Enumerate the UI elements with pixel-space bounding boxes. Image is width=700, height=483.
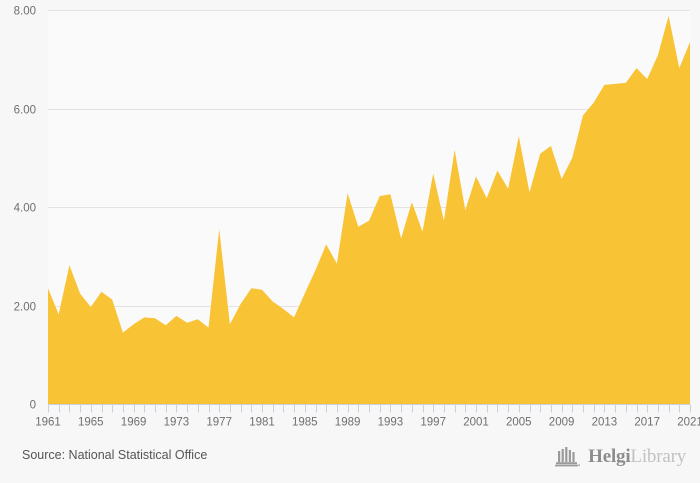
y-axis-tick-label: 0	[30, 400, 36, 412]
x-axis-tick-label: 2013	[592, 417, 618, 429]
helgi-library-logo[interactable]: HelgiLibrary	[555, 443, 686, 471]
logo-wordmark: HelgiLibrary	[588, 446, 686, 468]
area-chart: 02.004.006.008.00 1961 1965 1969 1973 1977 19…	[13, 5, 700, 429]
logo-text-helgi: Helgi	[588, 446, 631, 467]
x-axis-tick-label: 1973	[164, 417, 190, 429]
y-axis-tick-label: 4.00	[14, 203, 36, 215]
x-axis-tick-label: 2001	[463, 417, 489, 429]
chart-footer: Source: National Statistical Office Helg…	[0, 434, 700, 483]
y-axis-tick-label: 2.00	[14, 302, 36, 314]
x-axis-tick-label: 1965	[78, 417, 104, 429]
x-axis-tick-label: 1969	[121, 417, 147, 429]
x-axis-labels: 1961 1965 1969 1973 1977 1981 1985 1989 1993 1997…	[35, 417, 700, 429]
y-axis-tick-label: 6.00	[14, 105, 36, 117]
x-axis-tick-label: 2005	[506, 417, 532, 429]
x-axis-tick-label: 1977	[206, 417, 232, 429]
y-axis-tick-label: 8.00	[14, 6, 36, 18]
x-axis-tick-label: 2017	[634, 417, 660, 429]
x-axis-tick-label: 1985	[292, 417, 318, 429]
x-axis-tick-label: 1997	[420, 417, 446, 429]
y-axis-labels: 0 2.00 4.00 6.00 8.00	[14, 6, 36, 412]
x-axis-tick-label: 2009	[549, 417, 575, 429]
x-axis	[48, 404, 691, 413]
x-axis-tick-label: 1993	[378, 417, 404, 429]
library-building-icon	[555, 447, 581, 467]
x-axis-tick-label: 2021	[677, 417, 700, 429]
area-series-path	[48, 15, 690, 404]
area-series	[48, 15, 690, 404]
x-axis-tick-label: 1989	[335, 417, 361, 429]
x-axis-tick-label: 1981	[249, 417, 275, 429]
source-label: Source: National Statistical Office	[22, 448, 208, 462]
logo-text-library: Library	[630, 446, 686, 467]
x-axis-tick-label: 1961	[35, 417, 61, 429]
